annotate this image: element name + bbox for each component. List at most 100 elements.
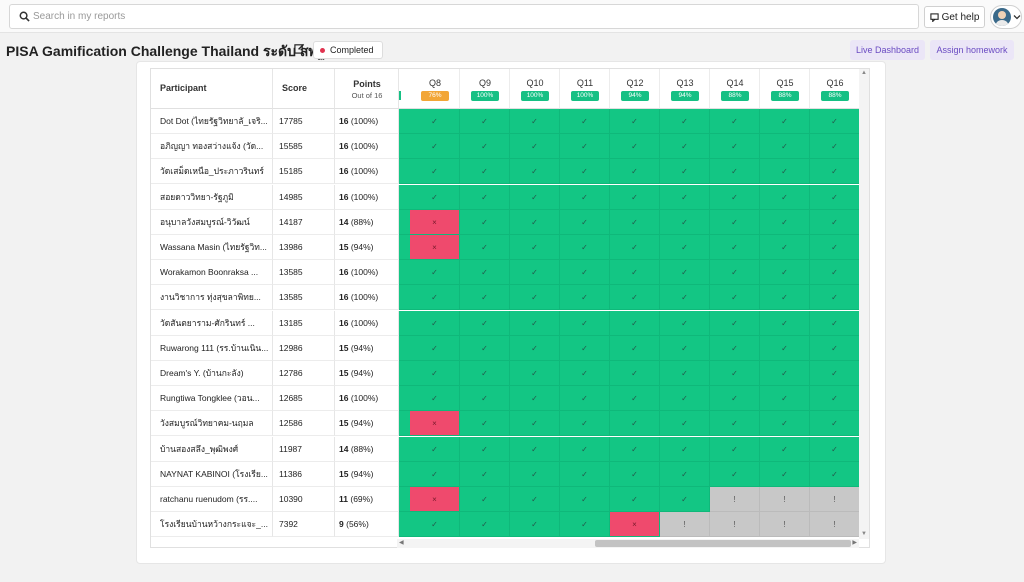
answer-cell-correct[interactable]: ✓ xyxy=(610,386,660,412)
vertical-scrollbar[interactable]: ▲ ▼ xyxy=(859,69,869,539)
get-help-button[interactable]: Get help xyxy=(924,6,985,28)
answer-cell-correct[interactable]: ✓ xyxy=(560,461,610,487)
answer-cell-correct[interactable]: ✓ xyxy=(660,260,710,286)
answer-cell-correct[interactable]: ✓ xyxy=(660,386,710,412)
answer-cell-correct[interactable]: ✓ xyxy=(710,461,760,487)
answer-cell-correct[interactable]: ✓ xyxy=(560,134,610,160)
answer-cell-correct[interactable]: ✓ xyxy=(760,285,810,311)
participant-name[interactable]: บ้านสองสลึง_พุฒิพงศ์ xyxy=(151,436,273,462)
answer-cell-correct[interactable]: ✓ xyxy=(710,310,760,336)
answer-cell-correct[interactable]: ✓ xyxy=(810,461,860,487)
answer-cell-correct[interactable]: ✓ xyxy=(810,235,860,260)
answer-cell-incorrect[interactable]: × xyxy=(410,209,460,235)
answer-cell-correct[interactable]: ✓ xyxy=(510,411,560,437)
answer-cell-correct[interactable]: ✓ xyxy=(410,361,460,386)
answer-cell-correct[interactable]: ✓ xyxy=(810,310,860,336)
answer-cell-correct[interactable]: ✓ xyxy=(660,436,710,462)
answer-cell-correct[interactable]: ✓ xyxy=(660,285,710,311)
answer-cell-correct[interactable]: ✓ xyxy=(510,134,560,160)
answer-cell-incorrect[interactable]: × xyxy=(410,411,460,437)
participant-name[interactable]: Dot Dot (ไทยรัฐวิทยาลั_เจริ... xyxy=(151,109,273,134)
table-row[interactable]: Ruwarong 111 (รร.บ้านเนิน... 12986 15 (94%… xyxy=(151,335,869,361)
answer-cell-unanswered[interactable]: ! xyxy=(810,512,860,538)
table-row[interactable]: Worakamon Boonraksa ... 13585 16 (100%) ✓ ✓ ✓… xyxy=(151,260,869,286)
answer-cell-correct[interactable]: ✓ xyxy=(560,335,610,361)
question-header-q15[interactable]: Q15 88% xyxy=(760,69,810,109)
answer-cell-correct[interactable]: ✓ xyxy=(710,386,760,412)
answer-cell-correct[interactable]: ✓ xyxy=(410,436,460,462)
table-row[interactable]: Dot Dot (ไทยรัฐวิทยาลั_เจริ... 17785 16 (1… xyxy=(151,109,869,134)
answer-cell-correct[interactable]: ✓ xyxy=(610,285,660,311)
participant-name[interactable]: วัดเสม็ดเหนือ_ประภาวรินทร์ xyxy=(151,159,273,185)
participant-header[interactable]: Participant xyxy=(151,69,273,109)
participant-name[interactable]: Dream's Y. (บ้านกะลัง) xyxy=(151,361,273,386)
table-row[interactable]: โรงเรียนบ้านหว้างกระแจะ_... 7392 9 (56%) ✓ ✓… xyxy=(151,512,869,538)
answer-cell-correct[interactable]: ✓ xyxy=(610,411,660,437)
answer-cell-correct[interactable]: ✓ xyxy=(460,310,510,336)
answer-cell-correct[interactable]: ✓ xyxy=(460,184,510,210)
answer-cell-correct[interactable]: ✓ xyxy=(410,134,460,160)
answer-cell-unanswered[interactable]: ! xyxy=(710,512,760,538)
table-row[interactable]: บ้านสองสลึง_พุฒิพงศ์ 11987 14 (88%) ✓ ✓ ✓ ✓ ✓ ✓ ✓… xyxy=(151,436,869,462)
answer-cell-correct[interactable]: ✓ xyxy=(710,209,760,235)
answer-cell-correct[interactable]: ✓ xyxy=(710,411,760,437)
answer-cell-correct[interactable]: ✓ xyxy=(510,184,560,210)
answer-cell-correct[interactable]: ✓ xyxy=(460,386,510,412)
answer-cell-unanswered[interactable]: ! xyxy=(660,512,710,538)
answer-cell-correct[interactable]: ✓ xyxy=(660,109,710,134)
question-header-q16[interactable]: Q16 88% xyxy=(810,69,860,109)
answer-cell-correct[interactable]: ✓ xyxy=(610,184,660,210)
participant-name[interactable]: Rungtiwa Tongklee (วอน... xyxy=(151,386,273,412)
answer-cell-correct[interactable]: ✓ xyxy=(410,109,460,134)
participant-name[interactable]: โรงเรียนบ้านหว้างกระแจะ_... xyxy=(151,512,273,538)
answer-cell-correct[interactable]: ✓ xyxy=(610,235,660,260)
participant-name[interactable]: ratchanu ruenudom (รร.... xyxy=(151,487,273,512)
answer-cell-correct[interactable]: ✓ xyxy=(660,361,710,386)
answer-cell-correct[interactable]: ✓ xyxy=(410,285,460,311)
participant-name[interactable]: วังสมบูรณ์วิทยาคม-นฤมล xyxy=(151,411,273,437)
question-header-q10[interactable]: Q10 100% xyxy=(510,69,560,109)
answer-cell-correct[interactable]: ✓ xyxy=(610,134,660,160)
answer-cell-correct[interactable]: ✓ xyxy=(510,310,560,336)
answer-cell-correct[interactable]: ✓ xyxy=(660,159,710,185)
answer-cell-correct[interactable]: ✓ xyxy=(710,235,760,260)
horizontal-scrollbar[interactable]: ◀ ▶ xyxy=(397,539,859,548)
answer-cell-correct[interactable]: ✓ xyxy=(760,361,810,386)
answer-cell-correct[interactable]: ✓ xyxy=(560,361,610,386)
answer-cell-incorrect[interactable]: × xyxy=(610,512,660,538)
answer-cell-correct[interactable]: ✓ xyxy=(810,285,860,311)
answer-cell-correct[interactable]: ✓ xyxy=(810,335,860,361)
participant-name[interactable]: อภิญญา ทองสว่างแจ้ง (วัด... xyxy=(151,134,273,160)
answer-cell-correct[interactable]: ✓ xyxy=(660,235,710,260)
answer-cell-correct[interactable]: ✓ xyxy=(560,310,610,336)
answer-cell-correct[interactable]: ✓ xyxy=(760,461,810,487)
answer-cell-correct[interactable]: ✓ xyxy=(610,310,660,336)
answer-cell-correct[interactable]: ✓ xyxy=(760,209,810,235)
answer-cell-correct[interactable]: ✓ xyxy=(810,411,860,437)
answer-cell-correct[interactable]: ✓ xyxy=(710,335,760,361)
answer-cell-unanswered[interactable]: ! xyxy=(810,487,860,512)
participant-name[interactable]: Wassana Masin (ไทยรัฐวิท... xyxy=(151,235,273,260)
participant-name[interactable]: NAYNAT KABINOI (โรงเรีย... xyxy=(151,461,273,487)
answer-cell-unanswered[interactable]: ! xyxy=(760,487,810,512)
answer-cell-correct[interactable]: ✓ xyxy=(760,411,810,437)
answer-cell-correct[interactable]: ✓ xyxy=(660,134,710,160)
answer-cell-correct[interactable]: ✓ xyxy=(460,335,510,361)
answer-cell-correct[interactable]: ✓ xyxy=(710,134,760,160)
answer-cell-correct[interactable]: ✓ xyxy=(710,361,760,386)
answer-cell-correct[interactable]: ✓ xyxy=(560,209,610,235)
answer-cell-correct[interactable]: ✓ xyxy=(410,159,460,185)
participant-name[interactable]: Ruwarong 111 (รร.บ้านเนิน... xyxy=(151,335,273,361)
answer-cell-correct[interactable]: ✓ xyxy=(610,335,660,361)
account-menu[interactable] xyxy=(990,5,1022,29)
answer-cell-correct[interactable]: ✓ xyxy=(610,436,660,462)
scroll-left-icon[interactable]: ◀ xyxy=(399,540,404,546)
answer-cell-correct[interactable]: ✓ xyxy=(510,386,560,412)
answer-cell-correct[interactable]: ✓ xyxy=(510,209,560,235)
answer-cell-correct[interactable]: ✓ xyxy=(610,209,660,235)
scroll-down-icon[interactable]: ▼ xyxy=(861,531,867,537)
answer-cell-correct[interactable]: ✓ xyxy=(460,487,510,512)
answer-cell-correct[interactable]: ✓ xyxy=(560,184,610,210)
answer-cell-correct[interactable]: ✓ xyxy=(760,184,810,210)
answer-cell-correct[interactable]: ✓ xyxy=(760,134,810,160)
